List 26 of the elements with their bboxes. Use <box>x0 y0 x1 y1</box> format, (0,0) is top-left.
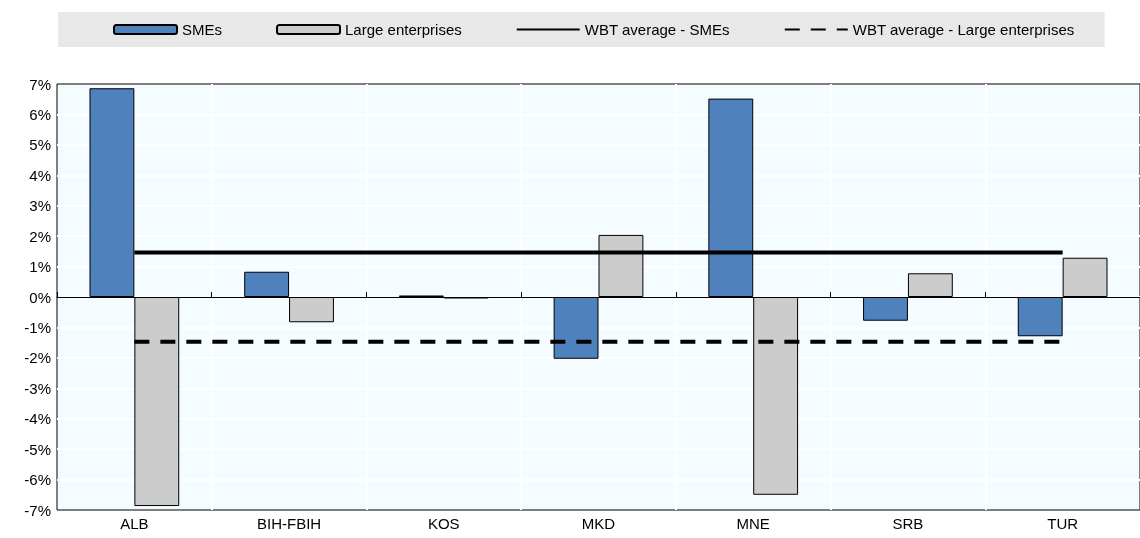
x-tick-label: TUR <box>1047 515 1079 532</box>
y-tick-label: 0% <box>29 288 51 306</box>
y-tick-label: 6% <box>29 105 51 123</box>
x-tick-label: MKD <box>581 515 616 532</box>
y-tick-label: -2% <box>24 349 51 367</box>
y-tick-label: 2% <box>29 227 51 245</box>
y-tick-label: 7% <box>29 75 51 93</box>
legend-label: WBT average - Large enterprises <box>852 21 1075 38</box>
y-tick-label: -1% <box>24 318 51 336</box>
y-tick-label: -6% <box>24 471 51 489</box>
y-tick-label: 1% <box>29 258 51 276</box>
x-tick-label: ALB <box>120 515 149 532</box>
y-tick-label: 4% <box>29 166 51 184</box>
legend-label: Large enterprises <box>345 21 462 38</box>
x-tick-label: MNE <box>736 515 770 532</box>
x-tick-label: SRB <box>892 515 924 532</box>
y-tick-label: 3% <box>29 197 51 215</box>
y-tick-label: -3% <box>24 379 51 397</box>
legend-label: SMEs <box>182 21 223 38</box>
legend-label: WBT average - SMEs <box>584 21 730 38</box>
y-tick-label: -7% <box>24 501 51 519</box>
x-tick-label: BIH-FBIH <box>256 515 322 532</box>
y-tick-label: 5% <box>29 136 51 154</box>
x-tick-label: KOS <box>427 515 460 532</box>
y-tick-label: -4% <box>24 410 51 428</box>
y-tick-label: -5% <box>24 440 51 458</box>
